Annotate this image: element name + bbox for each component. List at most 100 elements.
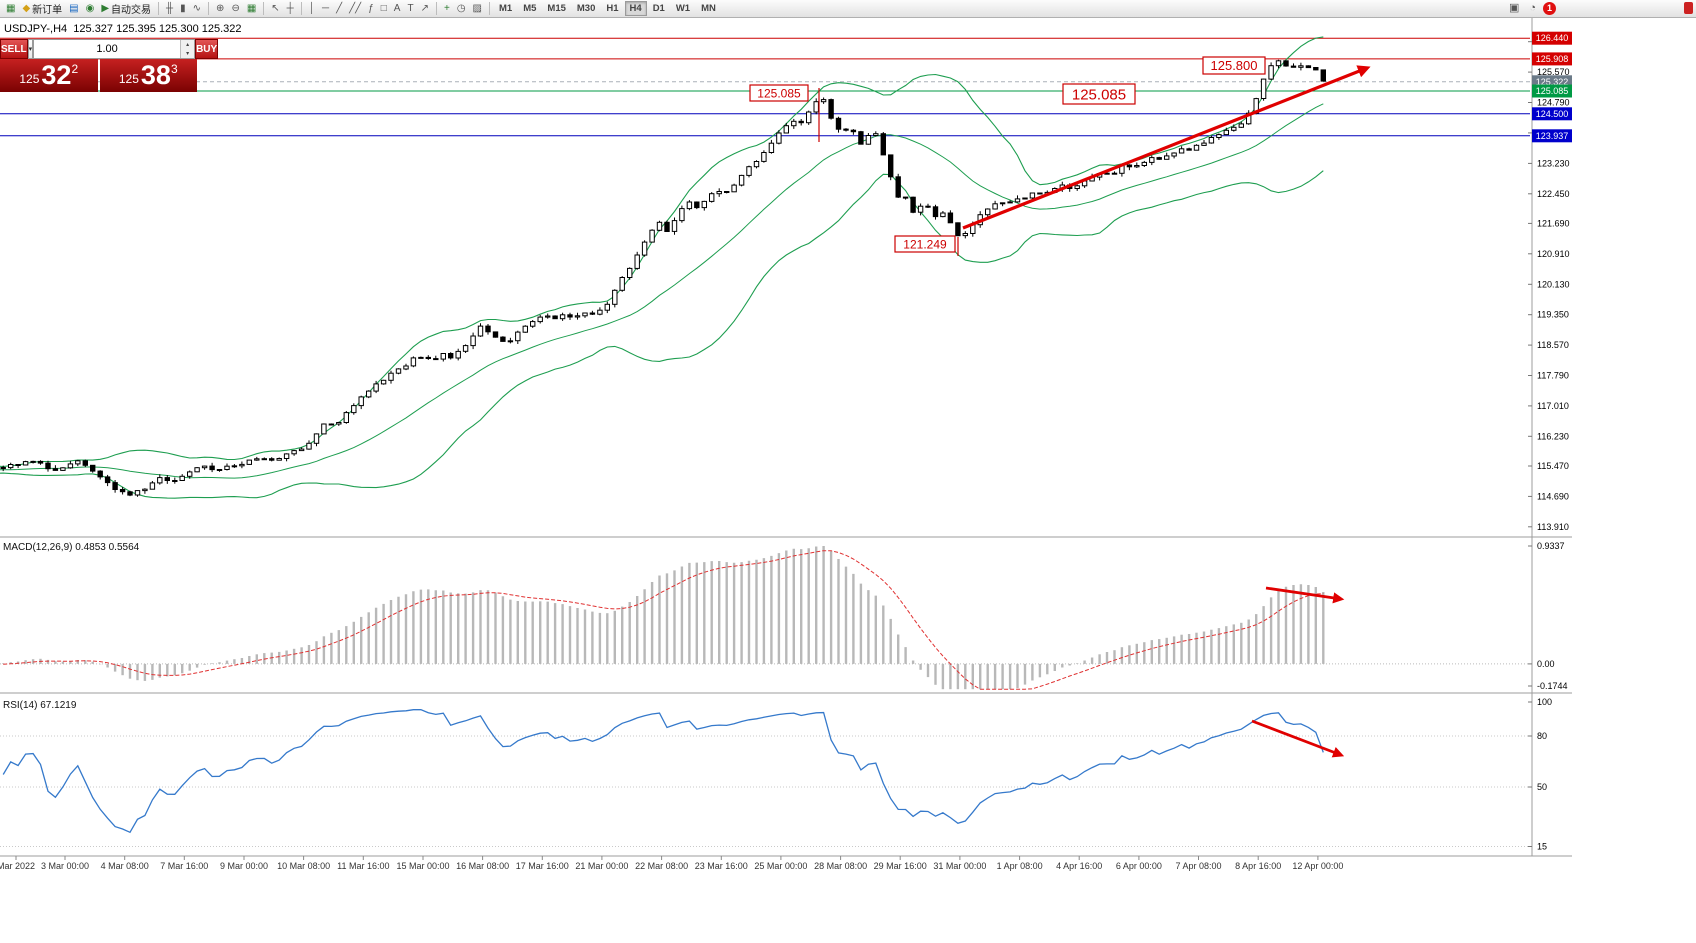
chart-background <box>0 18 1696 943</box>
time-tick-label: 4 Mar 08:00 <box>101 861 149 871</box>
trade-prices-row: 125 32 2 125 38 3 <box>0 59 197 92</box>
cursor-icon: ↖ <box>271 2 280 14</box>
line-chart-button[interactable]: ∿ <box>190 1 204 16</box>
candlestick-chart-button[interactable]: ▮ <box>177 1 189 16</box>
time-tick-label: 1 Apr 08:00 <box>997 861 1043 871</box>
zoom-in-button[interactable]: ⊕ <box>213 1 227 16</box>
trendline-button[interactable]: ╱ <box>333 1 345 16</box>
periods-button[interactable]: ◷ <box>454 1 469 16</box>
vertical-line-button[interactable]: │ <box>306 1 318 16</box>
time-tick-label: 28 Mar 08:00 <box>814 861 867 871</box>
rsi-indicator-label: RSI(14) 67.1219 <box>3 700 77 711</box>
buy-price-point: 3 <box>170 62 178 76</box>
market-watch-button[interactable]: ▤ <box>66 1 81 16</box>
indicators-button[interactable]: + <box>441 1 453 16</box>
shapes-button[interactable]: □ <box>378 1 390 16</box>
trend-arrow-rsi[interactable] <box>1251 719 1345 758</box>
horizontal-line-button[interactable]: ─ <box>319 1 332 16</box>
level-label-121249[interactable] <box>894 235 956 253</box>
new-chart-icon: ▦ <box>6 2 16 14</box>
price-tick-label: 123.230 <box>1537 158 1570 168</box>
time-tick-label: 23 Mar 16:00 <box>695 861 748 871</box>
chart-canvas[interactable]: 126.350125.570124.790124.010123.230122.4… <box>0 18 1696 943</box>
buy-price-display[interactable]: 125 38 3 <box>99 59 197 92</box>
timeframe-w1-button[interactable]: W1 <box>671 1 695 16</box>
new-chart-button[interactable]: ▦ <box>3 1 18 16</box>
horizontal-level-lines[interactable] <box>0 37 1530 137</box>
time-tick-label: 22 Mar 08:00 <box>635 861 688 871</box>
bar-chart-button[interactable]: ╫ <box>163 1 176 16</box>
time-tick-label: 7 Apr 08:00 <box>1175 861 1221 871</box>
timeframe-d1-button[interactable]: D1 <box>648 1 670 16</box>
volume-up-button[interactable]: ▴ <box>181 40 195 49</box>
timeframe-m15-button[interactable]: M15 <box>542 1 570 16</box>
sell-button[interactable]: SELL <box>0 39 28 59</box>
macd-signal-line <box>3 550 1324 690</box>
alerts-button[interactable]: ◔ <box>1526 1 1539 16</box>
chart-area: 126.350125.570124.790124.010123.230122.4… <box>0 18 1696 943</box>
chevron-down-icon: ▾ <box>28 46 33 53</box>
price-tag-125.908 <box>1532 52 1572 66</box>
volume-input[interactable] <box>34 40 181 58</box>
toolbar-separator <box>435 2 437 15</box>
timeframe-h1-button[interactable]: H1 <box>601 1 623 16</box>
open-charts-icon: ▣ <box>1509 2 1520 14</box>
price-tag-124.500 <box>1532 107 1572 121</box>
price-tick-label: 118.570 <box>1537 340 1569 350</box>
price-tag-label: 126.440 <box>1536 33 1569 43</box>
data-window-button[interactable]: ◉ <box>83 1 98 16</box>
sell-price-point: 2 <box>71 62 79 76</box>
chart-annotations[interactable]: 125.085 125.085 125.800 121.249 <box>749 56 1371 758</box>
level-label-125085-right[interactable] <box>1062 83 1136 105</box>
price-tick-label: 121.690 <box>1537 218 1570 228</box>
label-button[interactable]: T <box>404 1 416 16</box>
timeframe-h4-button[interactable]: H4 <box>624 1 647 16</box>
trend-arrow-macd[interactable] <box>1265 586 1345 604</box>
buy-button[interactable]: BUY <box>195 39 219 59</box>
toolbar-separator <box>208 2 210 15</box>
text-icon: A <box>393 2 401 14</box>
zoom-out-button[interactable]: ⊖ <box>228 1 242 16</box>
timeframe-m1-button[interactable]: M1 <box>494 1 517 16</box>
price-tick-label: 116.230 <box>1537 431 1569 441</box>
timeframe-m5-button[interactable]: M5 <box>518 1 541 16</box>
bollinger-middle-line <box>0 103 1324 479</box>
price-tick-label: 113.910 <box>1537 522 1569 532</box>
time-tick-label: 21 Mar 00:00 <box>575 861 628 871</box>
tile-windows-button[interactable]: ▦ <box>244 1 259 16</box>
auto-trading-button[interactable]: ▶ 自动交易 <box>98 1 154 16</box>
equidistant-channel-button[interactable]: ╱╱ <box>346 1 364 16</box>
text-button[interactable]: A <box>391 1 404 16</box>
price-tag-label: 125.085 <box>1536 86 1569 96</box>
price-tick-label: 120.130 <box>1537 279 1570 289</box>
notification-badge[interactable]: 1 <box>1543 2 1557 15</box>
buy-price-pips: 38 <box>140 60 171 90</box>
line-chart-icon: ∿ <box>192 2 202 14</box>
crosshair-button[interactable]: ┼ <box>284 1 297 16</box>
price-tag-123.937 <box>1532 129 1572 143</box>
corner-alert-badge <box>1684 2 1693 14</box>
level-label-125085-left[interactable] <box>749 84 809 102</box>
fibonacci-button[interactable]: ƒ <box>365 1 377 16</box>
new-order-button[interactable]: ◆ 新订单 <box>19 1 65 16</box>
candles-layer <box>0 59 1326 497</box>
volume-down-button[interactable]: ▾ <box>181 49 195 58</box>
timeframe-mn-button[interactable]: MN <box>696 1 721 16</box>
zoom-out-icon: ⊖ <box>231 2 240 14</box>
label-icon: T <box>407 2 414 14</box>
trend-arrow-main[interactable] <box>962 65 1371 230</box>
sell-dropdown-button[interactable]: ▾ <box>27 39 34 59</box>
price-tick-label: 124.790 <box>1537 98 1570 108</box>
templates-button[interactable]: ▨ <box>470 1 485 16</box>
time-tick-label: 17 Mar 16:00 <box>516 861 569 871</box>
sell-price-display[interactable]: 125 32 2 <box>0 59 98 92</box>
shapes-icon: □ <box>380 2 387 14</box>
arrows-button[interactable]: ↗ <box>418 1 432 16</box>
cursor-button[interactable]: ↖ <box>268 1 282 16</box>
open-charts-button[interactable]: ▣ <box>1506 1 1522 16</box>
timeframe-m30-button[interactable]: M30 <box>572 1 600 16</box>
time-tick-label: 6 Apr 00:00 <box>1116 861 1162 871</box>
level-label-125800[interactable] <box>1202 56 1266 75</box>
